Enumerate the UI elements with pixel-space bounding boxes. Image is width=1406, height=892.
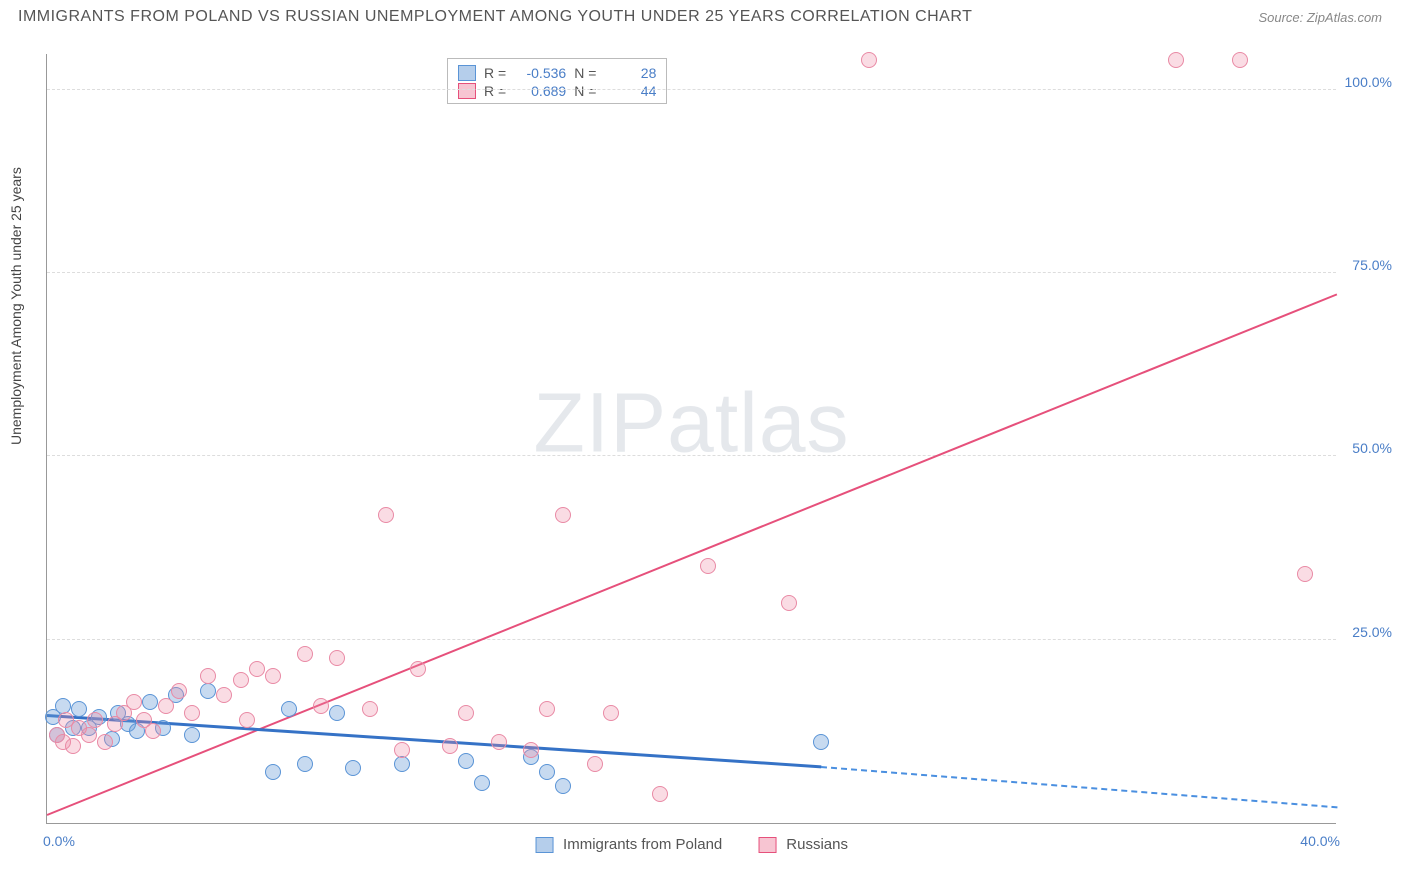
watermark-text: ZIPatlas (533, 375, 849, 472)
data-point (458, 705, 474, 721)
data-point (142, 694, 158, 710)
legend-row-russians: R = 0.689 N = 44 (458, 83, 656, 99)
correlation-legend: R = -0.536 N = 28 R = 0.689 N = 44 (447, 58, 667, 104)
data-point (555, 507, 571, 523)
data-point (233, 672, 249, 688)
data-point (700, 558, 716, 574)
data-point (249, 661, 265, 677)
data-point (126, 694, 142, 710)
data-point (1168, 52, 1184, 68)
data-point (265, 764, 281, 780)
swatch-pink (458, 83, 476, 99)
gridline (47, 639, 1336, 640)
data-point (603, 705, 619, 721)
data-point (158, 698, 174, 714)
legend-item-russians: Russians (758, 836, 848, 853)
r-label: R = (484, 65, 506, 81)
n-value-russians: 44 (604, 83, 656, 99)
series-legend: Immigrants from Poland Russians (535, 836, 848, 853)
y-tick-label: 50.0% (1352, 440, 1392, 456)
data-point (313, 698, 329, 714)
data-point (362, 701, 378, 717)
data-point (200, 683, 216, 699)
gridline (47, 272, 1336, 273)
legend-row-poland: R = -0.536 N = 28 (458, 65, 656, 81)
data-point (55, 698, 71, 714)
data-point (329, 650, 345, 666)
data-point (97, 734, 113, 750)
x-tick-label: 40.0% (1300, 833, 1340, 849)
data-point (458, 753, 474, 769)
data-point (71, 701, 87, 717)
data-point (329, 705, 345, 721)
legend-label: Russians (786, 836, 848, 853)
data-point (81, 727, 97, 743)
y-axis-label: Unemployment Among Youth under 25 years (8, 167, 24, 445)
r-value-russians: 0.689 (514, 83, 566, 99)
data-point (184, 705, 200, 721)
legend-label: Immigrants from Poland (563, 836, 722, 853)
data-point (442, 738, 458, 754)
r-label: R = (484, 83, 506, 99)
data-point (65, 738, 81, 754)
data-point (345, 760, 361, 776)
y-tick-label: 25.0% (1352, 624, 1392, 640)
data-point (781, 595, 797, 611)
data-point (474, 775, 490, 791)
data-point (281, 701, 297, 717)
n-value-poland: 28 (604, 65, 656, 81)
data-point (216, 687, 232, 703)
data-point (171, 683, 187, 699)
r-value-poland: -0.536 (514, 65, 566, 81)
data-point (184, 727, 200, 743)
data-point (652, 786, 668, 802)
data-point (239, 712, 255, 728)
trendline-poland-extrapolated (821, 766, 1337, 808)
data-point (491, 734, 507, 750)
gridline (47, 89, 1336, 90)
swatch-pink (758, 837, 776, 853)
trendline-russians (47, 293, 1338, 816)
data-point (539, 764, 555, 780)
data-point (378, 507, 394, 523)
y-tick-label: 100.0% (1345, 74, 1392, 90)
data-point (394, 756, 410, 772)
swatch-blue (458, 65, 476, 81)
x-tick-label: 0.0% (43, 833, 75, 849)
scatter-plot: ZIPatlas R = -0.536 N = 28 R = 0.689 N =… (46, 54, 1336, 824)
n-label: N = (574, 65, 596, 81)
data-point (555, 778, 571, 794)
data-point (394, 742, 410, 758)
gridline (47, 455, 1336, 456)
n-label: N = (574, 83, 596, 99)
data-point (297, 756, 313, 772)
swatch-blue (535, 837, 553, 853)
data-point (813, 734, 829, 750)
data-point (539, 701, 555, 717)
data-point (1232, 52, 1248, 68)
data-point (145, 723, 161, 739)
chart-title: IMMIGRANTS FROM POLAND VS RUSSIAN UNEMPL… (18, 8, 972, 26)
data-point (1297, 566, 1313, 582)
data-point (587, 756, 603, 772)
source-attribution: Source: ZipAtlas.com (1258, 10, 1382, 25)
data-point (200, 668, 216, 684)
data-point (265, 668, 281, 684)
legend-item-poland: Immigrants from Poland (535, 836, 722, 853)
data-point (861, 52, 877, 68)
data-point (523, 742, 539, 758)
data-point (297, 646, 313, 662)
y-tick-label: 75.0% (1352, 257, 1392, 273)
data-point (87, 712, 103, 728)
data-point (410, 661, 426, 677)
